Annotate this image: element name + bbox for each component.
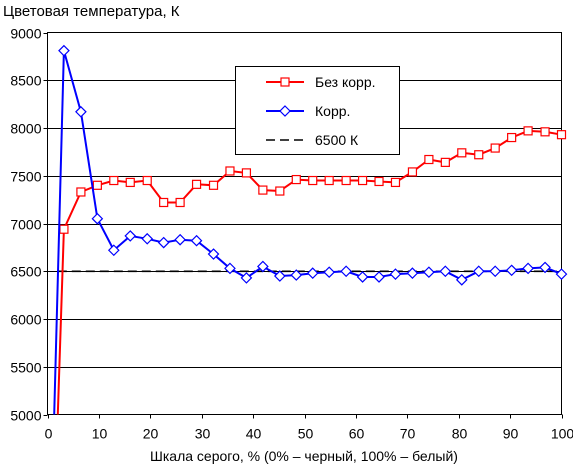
x-tick-label: 80 <box>452 426 468 442</box>
data-point <box>523 126 533 136</box>
x-axis-label: Шкала серого, % (0% – черный, 100% – бел… <box>150 448 458 464</box>
data-point <box>507 132 517 143</box>
y-axis-ticks: 5000 5500 6000 6500 7000 7500 8000 8500 9000 <box>10 26 48 424</box>
x-tick-label: 60 <box>349 426 365 442</box>
data-point <box>208 180 219 190</box>
data-point <box>555 268 568 280</box>
y-tick-label: 9000 <box>10 26 41 42</box>
data-point <box>273 270 286 282</box>
data-point <box>556 130 567 140</box>
data-point <box>357 175 368 186</box>
series-0 <box>56 126 567 415</box>
x-tick-label: 20 <box>143 426 159 442</box>
x-tick-label: 70 <box>400 426 416 442</box>
data-point <box>241 168 252 178</box>
series-layer <box>53 44 568 415</box>
data-point <box>440 157 450 167</box>
data-point <box>290 269 303 281</box>
x-tick-label: 10 <box>92 426 108 442</box>
data-point <box>505 264 518 277</box>
legend-label: 6500 К <box>315 132 359 148</box>
data-point <box>190 234 203 247</box>
data-point <box>75 105 87 118</box>
legend-label: Корр. <box>315 103 350 119</box>
data-point <box>424 154 434 165</box>
data-point <box>474 150 484 160</box>
legend-marker <box>279 105 291 117</box>
legend-label: Без корр. <box>315 74 376 90</box>
x-tick-label: 30 <box>195 426 211 442</box>
data-point <box>225 166 235 176</box>
data-point <box>141 232 154 245</box>
legend: Без корр. Корр. 6500 К <box>235 66 400 155</box>
data-point <box>258 185 268 195</box>
chart-title: Цветовая температура, К <box>3 3 180 20</box>
y-tick-label: 8500 <box>10 73 41 89</box>
data-point <box>341 175 351 186</box>
data-point <box>207 248 220 260</box>
data-point <box>423 266 435 279</box>
data-point <box>374 176 384 187</box>
data-point <box>59 224 69 234</box>
data-point <box>389 268 402 280</box>
data-point <box>306 267 319 280</box>
data-point <box>92 180 102 190</box>
data-point <box>159 197 169 208</box>
x-tick-label: 0 <box>45 426 53 442</box>
data-point <box>191 179 202 189</box>
series-1 <box>53 44 568 415</box>
data-point <box>76 187 86 197</box>
data-point <box>257 260 269 273</box>
data-point <box>109 175 119 186</box>
y-tick-label: 6000 <box>10 312 41 328</box>
data-point <box>457 148 467 158</box>
y-tick-label: 5000 <box>10 408 41 424</box>
data-point <box>224 262 236 275</box>
data-point <box>407 167 418 177</box>
data-point <box>142 175 152 186</box>
data-point <box>174 233 186 246</box>
legend-marker <box>280 77 290 87</box>
data-point <box>125 177 135 188</box>
data-point <box>124 230 137 242</box>
data-point <box>240 272 253 284</box>
x-tick-label: 50 <box>298 426 314 442</box>
data-point <box>539 261 551 274</box>
data-point <box>58 44 70 57</box>
x-axis-ticks: 0 10 20 30 40 50 60 70 80 90 100 <box>45 414 573 442</box>
y-tick-label: 8000 <box>10 121 41 137</box>
data-point <box>107 244 120 257</box>
y-tick-label: 6500 <box>10 264 41 280</box>
y-tick-label: 7000 <box>10 217 41 233</box>
data-point <box>455 273 468 286</box>
data-point <box>175 197 185 208</box>
data-point <box>91 212 104 225</box>
data-point <box>522 262 534 275</box>
data-point <box>275 186 285 196</box>
x-tick-label: 40 <box>246 426 262 442</box>
data-point <box>308 175 318 186</box>
data-point <box>323 266 336 279</box>
data-point <box>157 236 170 249</box>
data-point <box>540 127 550 137</box>
data-point <box>356 271 369 283</box>
data-point <box>439 265 452 278</box>
legend-box <box>235 66 400 155</box>
data-point <box>390 177 401 188</box>
x-tick-label: 90 <box>503 426 519 442</box>
data-point <box>490 143 500 153</box>
data-point <box>472 265 485 278</box>
data-point <box>373 271 385 283</box>
data-point <box>324 175 334 186</box>
data-point <box>340 265 352 278</box>
y-tick-label: 7500 <box>10 169 41 185</box>
data-point <box>489 265 502 278</box>
data-point <box>406 267 419 280</box>
x-tick-label: 100 <box>551 426 573 442</box>
y-tick-label: 5500 <box>10 360 41 376</box>
data-point <box>291 174 301 185</box>
